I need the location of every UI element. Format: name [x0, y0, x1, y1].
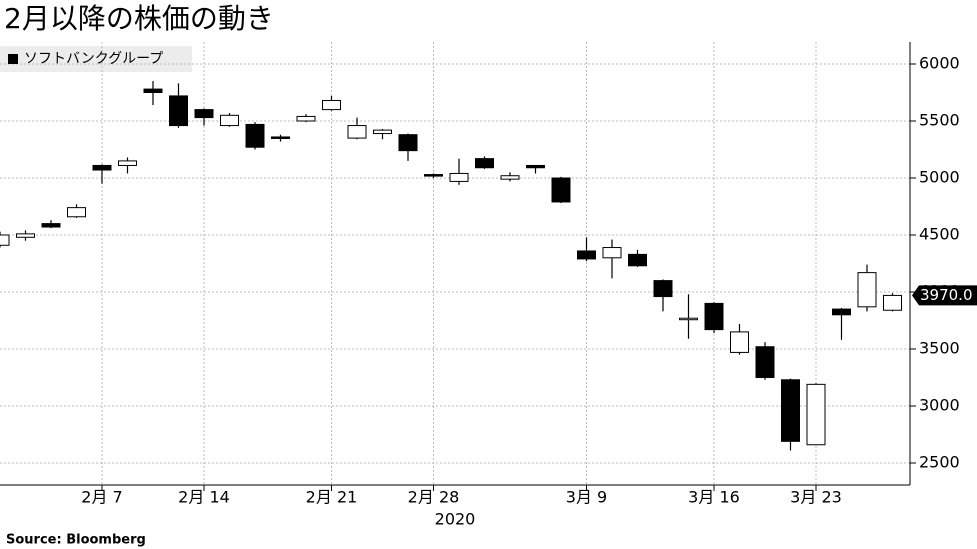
candle-body — [602, 247, 622, 259]
candle-body — [398, 134, 418, 152]
candle-body — [781, 379, 800, 442]
x-tick-label: 2月 21 — [306, 488, 358, 507]
source: Source: Bloomberg — [6, 533, 146, 548]
last-value-label: 3970.0 — [920, 286, 973, 304]
y-tick-label: 6000 — [919, 54, 960, 73]
candle-body — [526, 164, 545, 169]
x-tick-label: 2月 7 — [81, 488, 122, 507]
candle-body — [220, 114, 239, 127]
candle-body — [296, 115, 316, 122]
candle-body — [577, 250, 596, 260]
legend-swatch — [8, 54, 18, 64]
y-tick-label: 2500 — [919, 452, 960, 471]
candle-body — [704, 302, 724, 331]
candle-body — [475, 158, 494, 169]
y-tick-label: 4500 — [919, 225, 960, 244]
x-axis-label: 2020 — [435, 510, 476, 529]
candle-body — [424, 174, 443, 177]
candle-body — [883, 294, 902, 311]
candle-body — [806, 383, 826, 446]
x-tick-label: 2月 14 — [178, 488, 230, 507]
candle-body — [41, 223, 61, 228]
legend-label: ソフトバンクグループ — [24, 51, 163, 67]
candle-body — [373, 129, 392, 135]
candle-body — [322, 99, 341, 111]
candle-body — [245, 123, 265, 148]
candle-body — [653, 280, 673, 298]
y-tick-label: 3000 — [919, 395, 960, 414]
last-value-marker — [912, 285, 977, 306]
candle-body — [551, 177, 571, 203]
candle-body — [857, 272, 877, 308]
candle-body — [92, 164, 112, 171]
candle-body — [169, 95, 188, 127]
candle-body — [628, 253, 647, 267]
candle-body — [449, 172, 469, 182]
y-tick-label: 5500 — [919, 111, 960, 130]
x-tick-label: 3月 16 — [688, 488, 740, 507]
candle-body — [16, 233, 35, 238]
candle-body — [0, 234, 10, 246]
candle-body — [755, 346, 775, 378]
candle-body — [194, 109, 214, 119]
legend-box — [0, 46, 192, 72]
candle-body — [500, 175, 520, 180]
y-tick-label: 3500 — [919, 338, 960, 357]
x-tick-label: 3月 23 — [790, 488, 842, 507]
candle-body — [118, 160, 137, 166]
candle-body — [679, 317, 698, 321]
candle-body — [143, 88, 163, 94]
candle-body — [832, 308, 851, 316]
y-tick-label: 5000 — [919, 168, 960, 187]
candle-body — [67, 207, 86, 218]
chart-title: 2月以降の株価の動き — [4, 2, 274, 35]
x-tick-label: 3月 9 — [566, 488, 607, 507]
candle-body — [730, 331, 749, 353]
candle-body — [347, 125, 367, 139]
candle-body — [271, 136, 290, 139]
x-tick-label: 2月 28 — [408, 488, 460, 507]
